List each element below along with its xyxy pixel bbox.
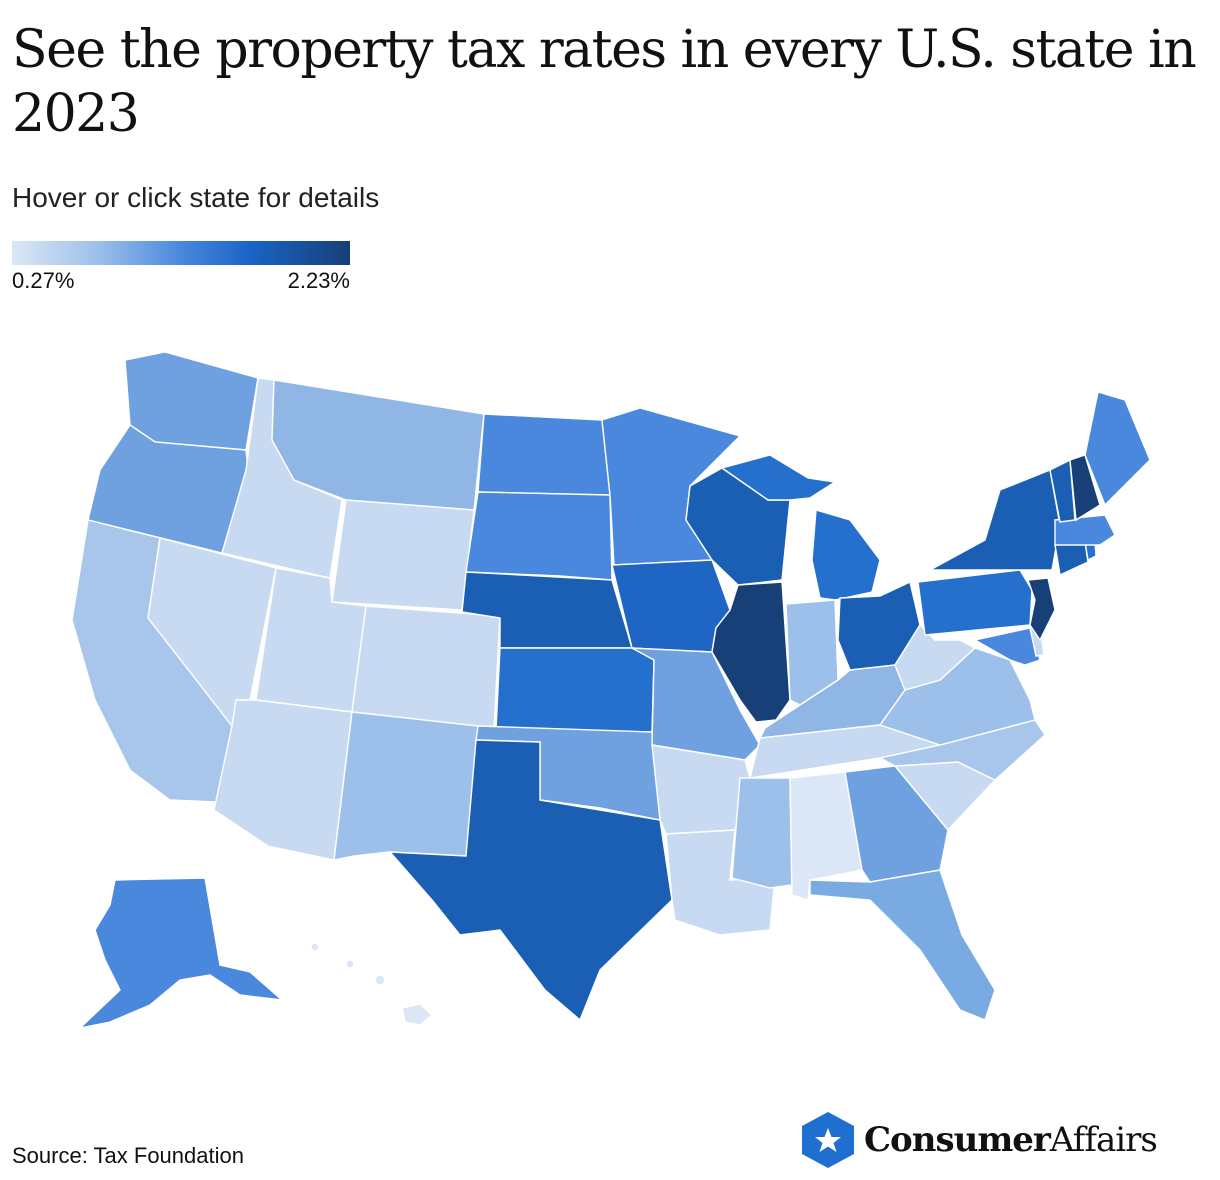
brand-name-bold: Consumer bbox=[864, 1120, 1051, 1160]
state-iowa[interactable] bbox=[611, 559, 731, 653]
state-alaska[interactable] bbox=[77, 877, 285, 1030]
state-hawaii[interactable] bbox=[401, 1003, 434, 1026]
state-illinois[interactable] bbox=[711, 581, 791, 723]
state-connecticut[interactable] bbox=[1054, 541, 1089, 577]
state-michigan-upper[interactable] bbox=[720, 454, 837, 501]
state-hawaii-island-2[interactable] bbox=[345, 959, 355, 969]
us-choropleth-map bbox=[71, 351, 1151, 1030]
legend-min-label: 0.27% bbox=[12, 268, 75, 293]
state-mississippi[interactable] bbox=[731, 777, 793, 889]
state-wyoming[interactable] bbox=[331, 499, 475, 611]
legend-max-label: 2.23% bbox=[287, 268, 350, 293]
state-south-dakota[interactable] bbox=[465, 491, 613, 581]
state-arkansas[interactable] bbox=[651, 744, 751, 835]
star-hexagon-icon bbox=[802, 1112, 854, 1168]
subtitle: Hover or click state for details bbox=[12, 182, 380, 213]
state-pennsylvania[interactable] bbox=[917, 569, 1033, 636]
state-new-york[interactable] bbox=[929, 469, 1061, 571]
state-maryland[interactable] bbox=[973, 627, 1041, 666]
state-new-hampshire[interactable] bbox=[1069, 454, 1101, 522]
state-hawaii-island-1[interactable] bbox=[310, 942, 320, 952]
state-maine[interactable] bbox=[1084, 391, 1151, 507]
source-note: Source: Tax Foundation bbox=[12, 1143, 244, 1168]
state-north-dakota[interactable] bbox=[477, 413, 611, 496]
color-legend: 0.27% 2.23% bbox=[12, 241, 350, 294]
state-new-jersey[interactable] bbox=[1027, 577, 1056, 642]
legend-gradient-bar bbox=[12, 241, 350, 265]
state-massachusetts[interactable] bbox=[1054, 514, 1116, 546]
consumeraffairs-logo: ConsumerAffairs bbox=[800, 1110, 1158, 1170]
state-kansas[interactable] bbox=[495, 647, 655, 733]
state-missouri[interactable] bbox=[631, 647, 761, 761]
state-new-mexico[interactable] bbox=[333, 711, 479, 861]
page-title: See the property tax rates in every U.S.… bbox=[12, 20, 1197, 144]
state-michigan[interactable] bbox=[811, 509, 881, 601]
state-arizona[interactable] bbox=[213, 699, 353, 861]
state-hawaii-island-3[interactable] bbox=[374, 974, 386, 986]
state-west-virginia[interactable] bbox=[894, 623, 977, 691]
state-louisiana[interactable] bbox=[665, 829, 776, 936]
state-florida[interactable] bbox=[809, 869, 996, 1021]
brand-name-light: Affairs bbox=[1049, 1120, 1158, 1160]
state-vermont[interactable] bbox=[1049, 458, 1076, 523]
state-colorado[interactable] bbox=[351, 605, 501, 729]
state-texas[interactable] bbox=[388, 739, 673, 1022]
